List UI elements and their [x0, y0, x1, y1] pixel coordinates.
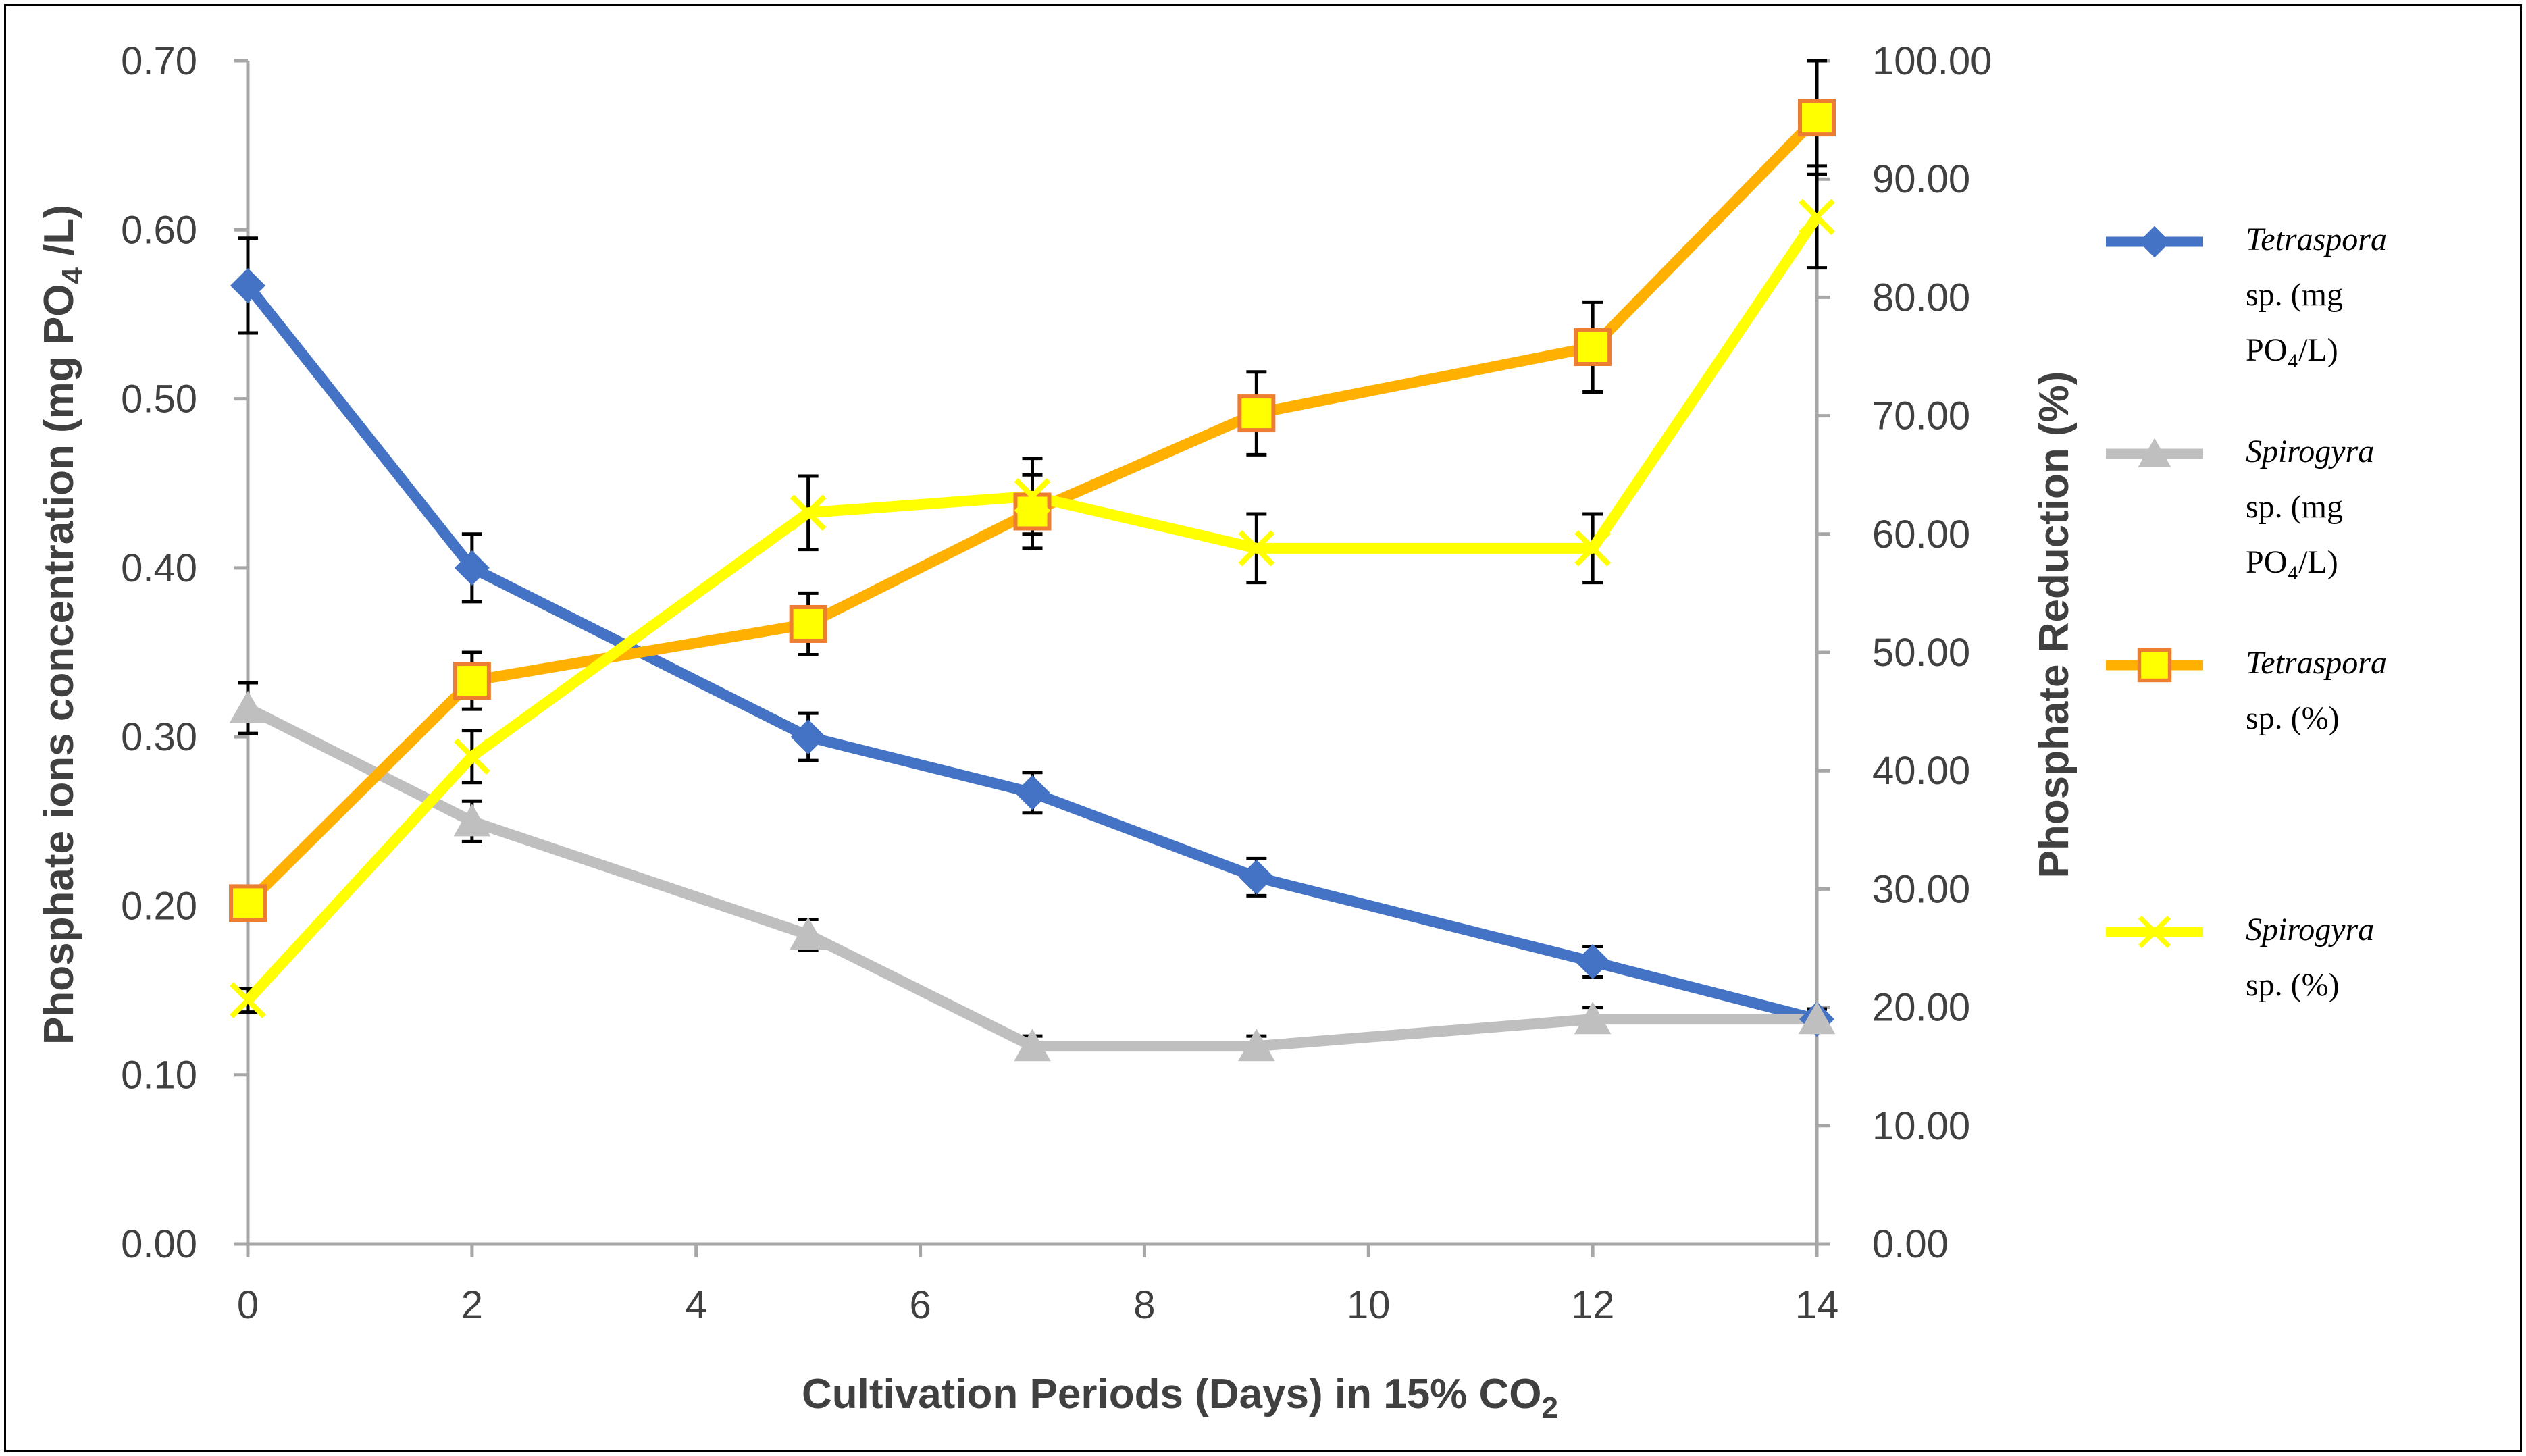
data-point-diamond: [1014, 775, 1050, 810]
data-point-triangle: [790, 916, 827, 950]
y-right-tick-label: 60.00: [1872, 513, 1970, 556]
y-right-tick-label: 50.00: [1872, 631, 1970, 675]
x-tick-label: 14: [1795, 1283, 1839, 1327]
legend-item-spiro_conc: Spirogyra sp. (mg PO₄/L): [2106, 434, 2374, 580]
legend-label-tetra_pct: Tetraspora: [2246, 645, 2387, 681]
series-line-spiro_conc: [245, 703, 1817, 1052]
x-tick-label: 0: [237, 1283, 259, 1327]
y-right-tick-label: 40.00: [1872, 749, 1970, 793]
y-right-tick-label: 0.00: [1872, 1222, 1949, 1266]
data-point-triangle: [2138, 438, 2171, 467]
axis-titles-layer: Cultivation Periods (Days) in 15% CO2 Ph…: [36, 205, 2078, 1424]
legend-label-line3-spiro_conc: PO₄/L): [2246, 544, 2338, 580]
data-point-square: [2137, 648, 2172, 683]
legend-label-line2-tetra_conc: sp. (mg: [2246, 277, 2343, 313]
data-point-diamond: [230, 267, 265, 303]
x-tick-label: 8: [1133, 1283, 1155, 1327]
data-point-triangle: [1238, 1029, 1275, 1062]
data-point-diamond: [454, 550, 490, 586]
legend-label-tetra_conc: Tetraspora: [2246, 222, 2387, 257]
y-left-tick-label: 0.30: [121, 715, 197, 759]
y-left-tick-label: 0.70: [121, 39, 197, 83]
data-point-x: [2138, 915, 2171, 949]
data-point-triangle: [1014, 1029, 1051, 1062]
x-tick-label: 6: [909, 1283, 931, 1327]
data-point-x: [1014, 477, 1051, 515]
legend-label-line3-tetra_conc: PO₄/L): [2246, 332, 2338, 368]
y-left-tick-label: 0.60: [121, 208, 197, 252]
y-left-axis-title-end: /L): [36, 205, 82, 267]
legend-label-spiro_conc: Spirogyra: [2246, 434, 2374, 469]
y-right-tick-label: 20.00: [1872, 986, 1970, 1030]
legend-label-line2-spiro_conc: sp. (mg: [2246, 489, 2343, 525]
y-left-tick-label: 0.50: [121, 378, 197, 421]
y-right-tick-label: 10.00: [1872, 1104, 1970, 1148]
legend-label-spiro_pct: Spirogyra: [2246, 912, 2374, 947]
legend-item-tetra_conc: Tetraspora sp. (mg PO₄/L): [2106, 222, 2387, 368]
y-right-tick-label: 30.00: [1872, 867, 1970, 911]
y-left-tick-label: 0.00: [121, 1222, 197, 1266]
data-point-triangle: [1798, 1002, 1836, 1035]
series-lines-layer: [243, 113, 1822, 1052]
data-point-diamond: [1575, 944, 1611, 980]
x-tick-label: 2: [461, 1283, 483, 1327]
data-point-triangle: [229, 690, 267, 723]
data-point-x: [790, 494, 827, 531]
data-point-diamond: [1239, 859, 1274, 895]
legend-item-spiro_pct: Spirogyra sp. (%): [2106, 912, 2374, 1003]
legend: Tetraspora sp. (mg PO₄/L) Spirogyra sp. (mg P…: [2106, 222, 2387, 1003]
x-tick-label: 10: [1347, 1283, 1391, 1327]
y-left-axis-title-subscript: 4: [56, 267, 89, 284]
y-right-tick-label: 70.00: [1872, 394, 1970, 438]
y-left-axis-title: Phosphate ions concentration (mg PO4 /L): [36, 205, 89, 1045]
y-right-axis-title: Phosphate Reduction (%): [2031, 371, 2078, 879]
data-point-x: [1574, 529, 1611, 567]
axes-layer: [234, 59, 1830, 1257]
data-point-triangle: [453, 804, 491, 837]
data-point-square: [453, 662, 491, 700]
data-point-x: [230, 982, 266, 1018]
data-point-diamond: [790, 719, 826, 755]
x-axis-title-subscript: 2: [1542, 1391, 1558, 1424]
data-point-square: [1798, 99, 1836, 137]
data-point-square: [789, 604, 827, 643]
data-point-diamond: [2138, 226, 2171, 258]
legend-label-line2-spiro_pct: sp. (%): [2246, 967, 2340, 1003]
y-right-tick-label: 80.00: [1872, 276, 1970, 319]
data-point-square: [1237, 394, 1276, 433]
y-right-tick-label: 90.00: [1872, 157, 1970, 201]
data-point-square: [229, 884, 267, 922]
data-point-x: [1238, 529, 1275, 567]
y-left-tick-label: 0.40: [121, 546, 197, 590]
x-axis-title: Cultivation Periods (Days) in 15% CO2: [802, 1371, 1558, 1424]
y-left-tick-label: 0.20: [121, 884, 197, 928]
data-point-triangle: [1574, 1002, 1612, 1035]
x-tick-label: 12: [1571, 1283, 1615, 1327]
tick-labels-layer: 0.00 0.10 0.20 0.30 0.40 0.50 0.60 0.70 0.00 10.0…: [121, 39, 1992, 1327]
legend-item-tetra_pct: Tetraspora sp. (%): [2106, 645, 2387, 736]
markers-layer: [229, 99, 1836, 1062]
y-left-tick-label: 0.10: [121, 1054, 197, 1097]
data-point-square: [1574, 328, 1612, 366]
x-tick-label: 4: [686, 1283, 707, 1327]
legend-label-line2-tetra_pct: sp. (%): [2246, 700, 2340, 736]
series-line-tetra_conc: [243, 282, 1818, 1024]
y-right-tick-label: 100.00: [1872, 39, 1992, 83]
data-point-x: [454, 738, 490, 775]
data-point-x: [1799, 199, 1835, 236]
